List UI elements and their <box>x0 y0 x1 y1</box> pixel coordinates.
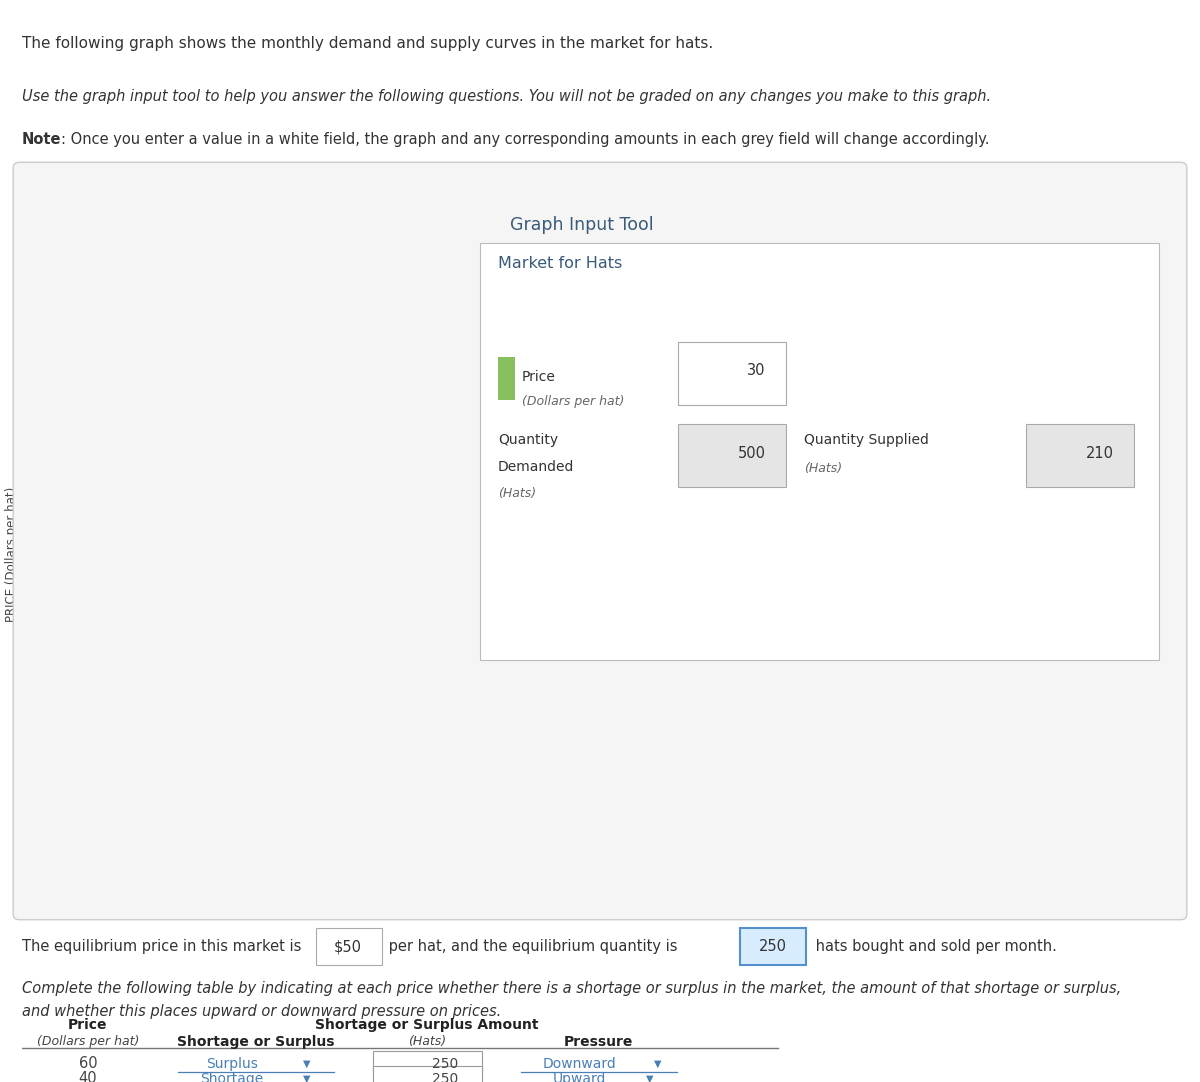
Text: Complete the following table by indicating at each price whether there is a shor: Complete the following table by indicati… <box>22 981 1121 997</box>
Text: hats bought and sold per month.: hats bought and sold per month. <box>811 939 1057 954</box>
Text: (Dollars per hat): (Dollars per hat) <box>37 1035 139 1048</box>
Text: 60: 60 <box>78 1056 97 1071</box>
Text: The equilibrium price in this market is: The equilibrium price in this market is <box>22 939 306 954</box>
Text: The following graph shows the monthly demand and supply curves in the market for: The following graph shows the monthly de… <box>22 36 713 51</box>
Text: Quantity Supplied: Quantity Supplied <box>804 433 929 447</box>
Text: Shortage or Surplus Amount: Shortage or Surplus Amount <box>316 1018 539 1032</box>
X-axis label: QUANTITY (Hats): QUANTITY (Hats) <box>205 883 304 896</box>
Text: per hat, and the equilibrium quantity is: per hat, and the equilibrium quantity is <box>384 939 682 954</box>
Text: Price: Price <box>522 370 556 384</box>
Text: and whether this places upward or downward pressure on prices.: and whether this places upward or downwa… <box>22 1004 500 1019</box>
Text: ?: ? <box>1135 204 1142 217</box>
Text: Demanded: Demanded <box>498 460 575 474</box>
FancyBboxPatch shape <box>373 1066 482 1082</box>
Text: 250: 250 <box>432 1057 458 1071</box>
Text: 40: 40 <box>78 1071 97 1082</box>
Text: Pressure: Pressure <box>564 1035 634 1050</box>
Text: Graph Input Tool: Graph Input Tool <box>510 216 654 235</box>
Text: Surplus: Surplus <box>206 1057 258 1071</box>
Text: Quantity: Quantity <box>498 433 558 447</box>
Text: Price: Price <box>68 1018 108 1032</box>
Text: 210: 210 <box>1086 446 1114 461</box>
Text: 250: 250 <box>758 939 787 954</box>
Text: Supply: Supply <box>240 346 280 359</box>
Text: Shortage: Shortage <box>200 1072 264 1082</box>
Text: $50: $50 <box>334 939 362 954</box>
Text: ▼: ▼ <box>302 1073 310 1082</box>
Text: (Dollars per hat): (Dollars per hat) <box>522 395 624 408</box>
Text: 30: 30 <box>748 362 766 378</box>
Text: Demand: Demand <box>292 609 341 622</box>
Text: ▼: ▼ <box>646 1073 653 1082</box>
Text: Shortage or Surplus: Shortage or Surplus <box>176 1035 335 1050</box>
Text: Note: Note <box>22 132 61 147</box>
Text: (Hats): (Hats) <box>408 1035 446 1048</box>
Text: (Hats): (Hats) <box>804 462 842 475</box>
Text: 500: 500 <box>738 446 766 461</box>
Text: Market for Hats: Market for Hats <box>498 256 623 272</box>
Text: Use the graph input tool to help you answer the following questions. You will no: Use the graph input tool to help you ans… <box>22 89 991 104</box>
Text: 250: 250 <box>432 1072 458 1082</box>
Text: : Once you enter a value in a white field, the graph and any corresponding amoun: : Once you enter a value in a white fiel… <box>61 132 990 147</box>
Text: ▼: ▼ <box>654 1059 661 1069</box>
Circle shape <box>1123 192 1154 230</box>
Y-axis label: PRICE (Dollars per hat): PRICE (Dollars per hat) <box>5 487 18 622</box>
Text: (Hats): (Hats) <box>498 487 536 500</box>
Text: ▼: ▼ <box>302 1059 310 1069</box>
Text: Upward: Upward <box>553 1072 606 1082</box>
Text: Downward: Downward <box>542 1057 616 1071</box>
FancyBboxPatch shape <box>373 1051 482 1077</box>
